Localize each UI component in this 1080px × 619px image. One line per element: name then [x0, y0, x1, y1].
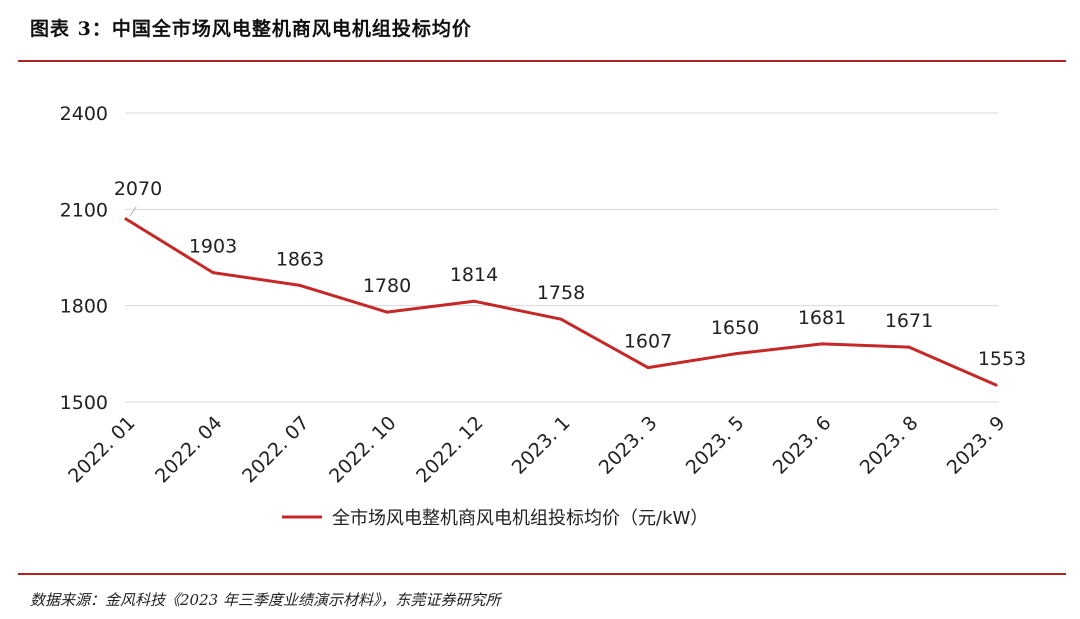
y-axis-tick-labels: 1500 1800 2100 2400	[60, 103, 108, 414]
source-note: 数据来源：金风科技《2023 年三季度业绩演示材料》，东莞证券研究所	[30, 591, 501, 609]
y-tick-label: 2400	[60, 103, 108, 125]
data-label: 1780	[363, 275, 411, 297]
y-tick-label: 1800	[60, 296, 108, 318]
data-label: 1607	[624, 331, 672, 353]
series-line-layer	[124, 217, 998, 387]
data-point	[733, 352, 737, 356]
x-tick-label: 2023. 3	[595, 412, 662, 479]
data-label: 1903	[189, 236, 237, 258]
y-tick-label: 2100	[60, 199, 108, 221]
data-label: 1553	[978, 348, 1026, 370]
data-point	[211, 271, 215, 275]
x-tick-label: 2023. 6	[769, 412, 836, 479]
gridlines	[125, 112, 998, 403]
title-divider	[18, 60, 1066, 62]
data-point	[124, 217, 128, 221]
x-tick-label: 2022. 07	[238, 412, 313, 487]
data-point	[298, 283, 302, 287]
x-tick-label: 2023. 8	[856, 412, 923, 479]
data-label: 1681	[798, 307, 846, 329]
legend: 全市场风电整机商风电机组投标均价（元/kW）	[282, 508, 708, 529]
x-tick-label: 2022. 04	[151, 412, 226, 487]
x-tick-label: 2022. 01	[64, 412, 139, 487]
x-tick-label: 2022. 12	[412, 412, 487, 487]
x-tick-label: 2022. 10	[325, 412, 400, 487]
data-point	[994, 383, 998, 387]
data-point	[820, 342, 824, 346]
data-label: 1671	[885, 310, 933, 332]
data-point	[646, 366, 650, 370]
legend-label: 全市场风电整机商风电机组投标均价（元/kW）	[332, 508, 708, 529]
data-point	[385, 310, 389, 314]
source-divider	[18, 573, 1066, 575]
data-label: 1758	[537, 282, 585, 304]
data-label: 1650	[711, 317, 759, 339]
x-tick-label: 2023. 1	[508, 412, 575, 479]
data-label: 1863	[276, 248, 324, 270]
label-leader-line	[129, 206, 137, 217]
y-tick-label: 1500	[60, 392, 108, 414]
figure-title: 图表 3：中国全市场风电整机商风电机组投标均价	[30, 18, 472, 40]
x-tick-label: 2023. 9	[943, 412, 1010, 479]
x-axis-tick-labels: 2022. 01 2022. 04 2022. 07 2022. 10 2022. 12…	[64, 412, 1009, 487]
data-point	[907, 345, 911, 349]
data-point	[472, 299, 476, 303]
x-tick-label: 2023. 5	[682, 412, 749, 479]
data-label: 2070	[114, 178, 162, 200]
data-point	[559, 317, 563, 321]
data-labels: 2070 1903 1863 1780 1814 1758 1607 1650 1681 1671…	[114, 178, 1026, 370]
data-label: 1814	[450, 264, 498, 286]
